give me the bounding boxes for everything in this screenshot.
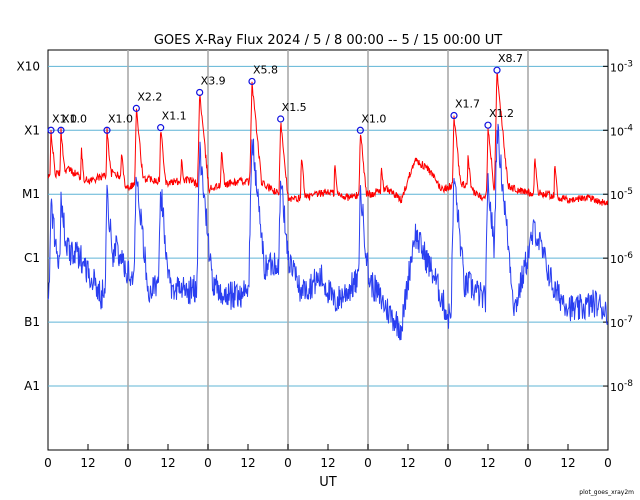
series-line-long (47, 72, 608, 206)
flare-label: X1.0 (108, 112, 133, 125)
chart-title: GOES X-Ray Flux 2024 / 5 / 8 00:00 -- 5 … (154, 33, 502, 48)
x-tick-label: 12 (480, 456, 495, 470)
y-tick-label-right: 10-3 (610, 59, 633, 74)
series-line-short (47, 123, 608, 341)
flare-marker (103, 126, 111, 134)
x-axis-title: UT (319, 475, 337, 490)
flare-label: X1.0 (361, 112, 386, 125)
x-tick-label: 0 (284, 456, 292, 470)
y-tick-label-right: 10-8 (610, 379, 633, 394)
flare-marker (132, 104, 140, 112)
y-tick-label-right: 10-6 (610, 251, 633, 266)
flare-marker (47, 126, 55, 134)
y-tick-label-left: M1 (22, 187, 40, 201)
flare-label: X2.2 (137, 90, 162, 103)
y-tick-label-right: 10-4 (610, 123, 633, 138)
y-tick-label-left: B1 (24, 315, 40, 329)
flare-marker (248, 77, 256, 86)
y-tick-label-left: X1 (24, 123, 40, 137)
flare-label: X3.9 (201, 74, 226, 87)
flare-label: X1.2 (489, 107, 514, 120)
plot-frame (47, 49, 609, 451)
flare-marker (450, 111, 458, 120)
x-tick-label: 0 (444, 456, 452, 470)
y-tick-label-left: A1 (24, 379, 40, 393)
flare-marker (493, 66, 501, 74)
x-tick-label: 0 (524, 456, 532, 470)
flare-label: X1.0 (62, 112, 87, 125)
x-tick-label: 12 (80, 456, 95, 470)
x-tick-label: 0 (124, 456, 132, 470)
y-tick-label-left: X10 (17, 59, 41, 73)
flare-marker (277, 115, 285, 123)
flare-label: X1.5 (282, 101, 307, 114)
y-tick-label-right: 10-7 (610, 315, 633, 330)
x-tick-label: 12 (160, 456, 175, 470)
flare-label: X1.1 (162, 110, 187, 123)
x-tick-label: 0 (44, 456, 52, 470)
x-tick-label: 0 (364, 456, 372, 470)
x-tick-label: 0 (604, 456, 612, 470)
y-tick-label-right: 10-5 (610, 187, 633, 202)
flare-marker (157, 124, 165, 132)
x-tick-label: 12 (560, 456, 575, 470)
x-tick-label: 0 (204, 456, 212, 470)
x-tick-label: 12 (400, 456, 415, 470)
footer-credit: plot_goes_xray2m (579, 489, 634, 496)
flare-marker (196, 88, 204, 97)
flare-marker (356, 126, 364, 134)
flare-marker (57, 126, 65, 134)
flare-label: X1.7 (455, 98, 480, 111)
x-tick-label: 12 (240, 456, 255, 470)
flare-label: X1.0 (52, 112, 77, 125)
flare-marker (484, 121, 492, 129)
flare-label: X5.8 (253, 63, 278, 76)
x-tick-label: 12 (320, 456, 335, 470)
flare-label: X8.7 (498, 52, 523, 65)
y-tick-label-left: C1 (24, 251, 40, 265)
